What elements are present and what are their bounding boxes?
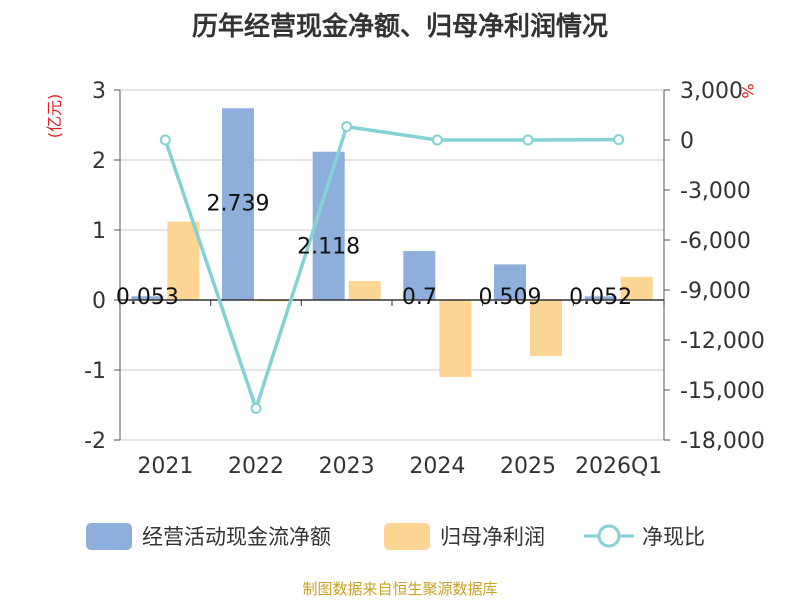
x-tick-label: 2025 [500, 454, 556, 479]
bar-netprofit [439, 300, 472, 377]
legend-swatch-ratio [584, 524, 634, 548]
bar-cashflow [131, 296, 164, 300]
bar-cashflow [222, 108, 254, 301]
y2-tick-label: -6,000 [680, 229, 751, 254]
axes: 3 2 1 0 -1 -2 3,000 0 -3,000 -6,000 -9,000 -12,000 -… [84, 79, 765, 479]
y-tick-label: -2 [84, 429, 106, 454]
grid-lines [120, 89, 664, 441]
data-label-cashflow: 0.509 [479, 285, 542, 310]
ratio-point [522, 134, 534, 146]
y2-tick-label: 3,000 [680, 79, 743, 104]
chart-title: 历年经营现金净额、归母净利润情况 [191, 12, 608, 42]
bar-cashflow [312, 151, 345, 300]
y-tick-label: 2 [92, 149, 106, 174]
y2-tick-label: -18,000 [680, 429, 765, 454]
data-label-cashflow: 0.7 [402, 285, 437, 310]
x-tick-label: 2024 [409, 454, 465, 479]
data-label-cashflow: 2.118 [297, 235, 360, 260]
data-labels: 0.053 2.739 2.118 0.7 0.509 0.052 [116, 191, 632, 310]
y2-axis-label: % [738, 83, 757, 98]
bar-cashflow [403, 251, 436, 300]
y-tick-label: 1 [92, 219, 106, 244]
y2-tick-label: 0 [680, 129, 694, 154]
legend-label-netprofit: 归母净利润 [440, 525, 545, 549]
y2-tick-label: -9,000 [680, 279, 751, 304]
chart-plot: 3 2 1 0 -1 -2 3,000 0 -3,000 -6,000 -9,000 -12,000 -… [45, 79, 765, 479]
bar-cashflow [584, 296, 617, 300]
y2-tick-label: -12,000 [680, 329, 765, 354]
legend-label-cashflow: 经营活动现金流净额 [142, 525, 331, 549]
legend-item-ratio: 净现比 [582, 516, 705, 556]
legend-item-netprofit: 归母净利润 [384, 516, 545, 556]
legend-label-ratio: 净现比 [642, 525, 705, 549]
bar-netprofit [348, 281, 381, 300]
data-label-cashflow: 0.052 [569, 285, 632, 310]
legend-swatch-netprofit [384, 522, 430, 550]
y-axis-label: (亿元) [45, 94, 64, 139]
bar-cashflow [494, 264, 526, 300]
legend-swatch-cashflow [86, 522, 132, 550]
bar-marks [131, 108, 653, 377]
line-series [159, 121, 625, 414]
y-tick-label: -1 [84, 359, 106, 384]
bar-netprofit [620, 276, 653, 300]
x-tick-label: 2023 [319, 454, 375, 479]
bar-netprofit [530, 300, 562, 356]
data-label-cashflow: 0.053 [116, 285, 179, 310]
x-tick-label: 2026Q1 [575, 454, 662, 479]
data-label-cashflow: 2.739 [207, 191, 270, 216]
y-tick-label: 0 [92, 289, 106, 314]
x-tick-label: 2021 [137, 454, 193, 479]
bar-netprofit [167, 221, 200, 300]
y2-tick-label: -3,000 [680, 179, 751, 204]
y-tick-label: 3 [92, 79, 106, 104]
ratio-point [613, 134, 625, 146]
ratio-point [431, 134, 443, 146]
ratio-point [159, 134, 171, 146]
ratio-line [163, 124, 619, 414]
legend: 经营活动现金流净额 归母净利润 净现比 [0, 516, 800, 556]
ratio-point [250, 402, 262, 414]
legend-item-cashflow: 经营活动现金流净额 [86, 516, 331, 556]
y2-tick-label: -15,000 [680, 379, 765, 404]
x-tick-label: 2022 [228, 454, 284, 479]
ratio-point [341, 121, 353, 133]
source-note: 制图数据来自恒生聚源数据库 [302, 580, 498, 598]
